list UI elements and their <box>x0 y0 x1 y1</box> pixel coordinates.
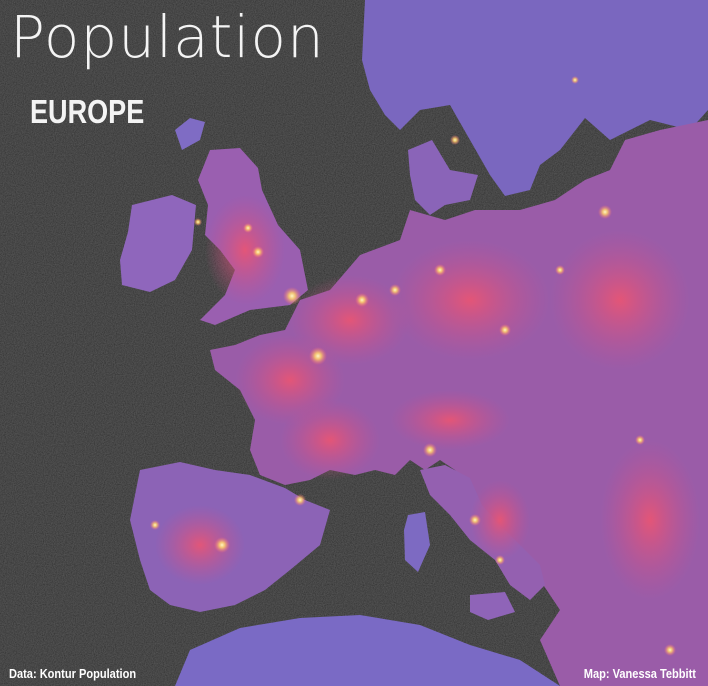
map-title: Population <box>10 3 325 71</box>
map-subtitle: EUROPE <box>30 93 145 130</box>
land-north-africa <box>175 615 560 686</box>
land-denmark <box>408 140 478 215</box>
land-northern-isles <box>175 118 205 150</box>
land-sicily <box>470 592 515 620</box>
land-ireland <box>120 195 196 292</box>
city-lights <box>150 76 676 656</box>
land-scandinavia <box>362 0 708 196</box>
data-source-credit: Data: Kontur Population <box>9 666 137 681</box>
land-sardinia <box>404 512 430 572</box>
author-credit: Map: Vanessa Tebbitt <box>583 666 696 681</box>
